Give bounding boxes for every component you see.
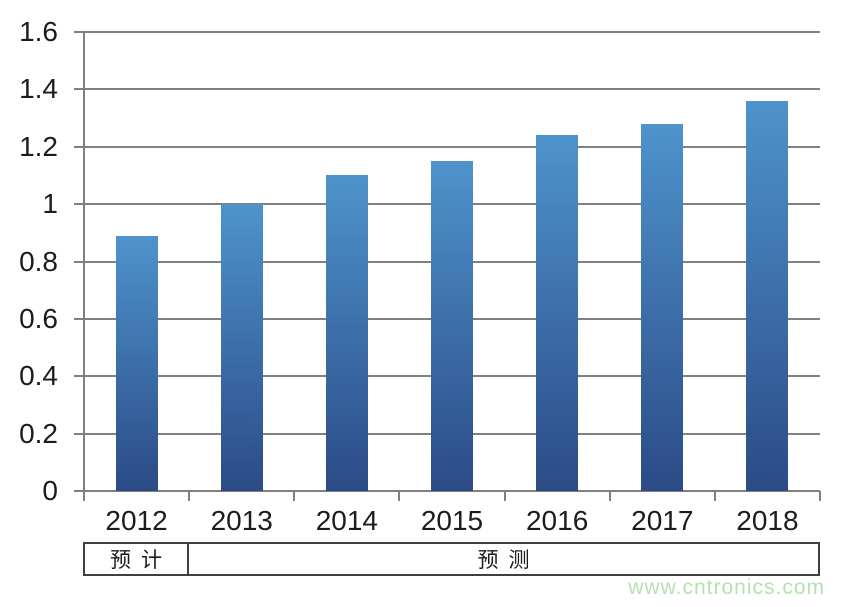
gridline [84, 31, 820, 33]
x-tick-label-2015: 2015 [420, 505, 484, 536]
bar-2016 [536, 135, 579, 491]
x-axis-tick [713, 491, 716, 501]
y-tick-label: 1.2 [19, 130, 58, 162]
watermark-text: www.cntronics.com [628, 576, 825, 599]
x-tick-label-2017: 2017 [631, 505, 694, 536]
x-axis-tick [293, 491, 296, 501]
y-tick-label: 0 [42, 475, 58, 506]
y-tick-label: 0.8 [19, 245, 58, 277]
y-axis-tick [74, 203, 84, 206]
y-tick-label: 0.6 [19, 302, 58, 334]
y-tick-label: 0.2 [19, 417, 58, 449]
x-axis-tick [83, 491, 85, 501]
bar-2013 [220, 204, 263, 491]
x-tick-label-2012: 2012 [105, 505, 168, 536]
bar-2014 [325, 175, 368, 491]
x-tick-label-2013: 2013 [210, 505, 273, 536]
y-axis-tick [74, 490, 84, 492]
y-axis-tick [74, 260, 84, 263]
y-axis-tick [74, 317, 84, 320]
y-tick-label: 1.6 [19, 16, 58, 47]
bar-2015 [431, 161, 473, 491]
y-axis-line [83, 32, 85, 501]
y-axis-tick [74, 432, 84, 435]
x-axis-tick [608, 491, 611, 501]
x-axis-line [84, 490, 820, 492]
footer-cell-2: 预测 [477, 549, 540, 572]
y-tick-label: 1.4 [19, 73, 58, 105]
x-tick-label-2016: 2016 [525, 505, 589, 536]
footer-cell-1: 预计 [85, 544, 189, 574]
y-axis-tick [74, 88, 84, 91]
y-axis-tick [74, 145, 84, 148]
period-annotation-table: 预计 预测 [83, 542, 820, 576]
x-tick-label-2014: 2014 [315, 505, 378, 536]
x-axis-tick [503, 491, 506, 501]
bar-2018 [746, 100, 789, 491]
x-tick-label-2018: 2018 [736, 505, 799, 536]
y-tick-label: 1 [42, 188, 58, 220]
y-axis-tick [74, 375, 84, 378]
gridline [84, 88, 820, 91]
x-axis-tick [188, 491, 191, 501]
bar-2017 [641, 123, 684, 491]
x-axis-tick [398, 491, 401, 501]
y-axis-tick [74, 31, 84, 33]
x-axis-tick [819, 491, 821, 501]
y-tick-label: 0.4 [19, 360, 58, 392]
gridline [84, 145, 820, 148]
bar-2012 [115, 235, 158, 491]
